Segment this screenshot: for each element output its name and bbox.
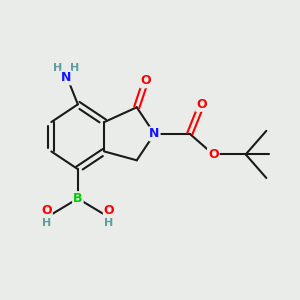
Text: N: N: [61, 71, 71, 84]
Text: O: O: [42, 205, 52, 218]
Text: N: N: [149, 127, 160, 140]
Text: O: O: [140, 74, 151, 87]
Text: H: H: [104, 218, 113, 228]
Text: O: O: [196, 98, 207, 111]
Text: H: H: [70, 63, 79, 74]
Text: O: O: [208, 148, 219, 161]
Text: H: H: [53, 63, 62, 74]
Text: H: H: [42, 218, 52, 228]
Text: B: B: [73, 192, 83, 205]
Text: O: O: [103, 205, 114, 218]
